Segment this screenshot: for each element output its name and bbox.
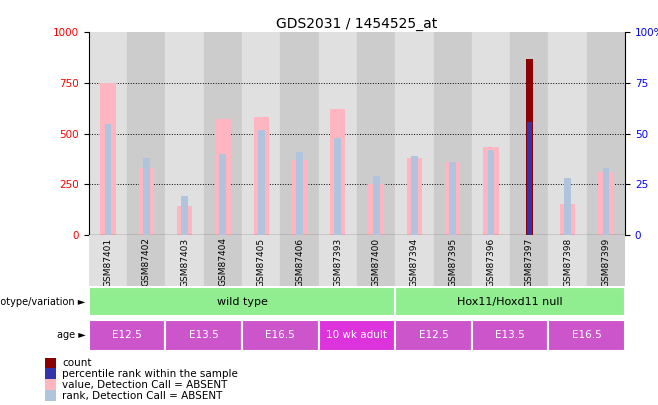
Bar — [100, 83, 116, 235]
Bar — [434, 32, 472, 235]
Bar — [45, 369, 56, 379]
Text: E12.5: E12.5 — [418, 330, 449, 340]
Text: GSM87393: GSM87393 — [334, 237, 342, 287]
Bar — [204, 32, 242, 235]
Bar — [242, 235, 280, 286]
Bar — [411, 156, 418, 235]
Bar — [560, 204, 575, 235]
Bar — [253, 117, 269, 235]
Bar — [526, 122, 532, 235]
Text: GSM87398: GSM87398 — [563, 237, 572, 287]
Bar — [395, 287, 625, 316]
Text: GSM87404: GSM87404 — [218, 237, 228, 286]
Bar — [395, 235, 434, 286]
Bar — [472, 235, 510, 286]
Bar — [139, 168, 154, 235]
Bar — [434, 235, 472, 286]
Bar — [143, 158, 150, 235]
Bar — [472, 320, 549, 351]
Text: GSM87401: GSM87401 — [103, 237, 113, 287]
Text: percentile rank within the sample: percentile rank within the sample — [63, 369, 238, 379]
Bar — [89, 32, 127, 235]
Bar — [526, 59, 533, 235]
Text: age ►: age ► — [57, 330, 86, 340]
Bar — [587, 235, 625, 286]
Bar — [510, 235, 549, 286]
Text: GSM87400: GSM87400 — [372, 237, 380, 287]
Text: wild type: wild type — [216, 297, 268, 307]
Bar — [484, 147, 499, 235]
Text: E13.5: E13.5 — [495, 330, 525, 340]
Text: GSM87405: GSM87405 — [257, 237, 266, 287]
Text: rank, Detection Call = ABSENT: rank, Detection Call = ABSENT — [63, 391, 223, 401]
Text: GSM87395: GSM87395 — [448, 237, 457, 287]
Bar — [215, 119, 230, 235]
Bar — [598, 172, 614, 235]
Bar — [407, 158, 422, 235]
Text: genotype/variation ►: genotype/variation ► — [0, 297, 86, 307]
Bar — [105, 124, 111, 235]
Bar — [220, 154, 226, 235]
Bar — [318, 235, 357, 286]
Text: GSM87403: GSM87403 — [180, 237, 189, 287]
Bar — [280, 32, 318, 235]
Text: E13.5: E13.5 — [189, 330, 218, 340]
Bar — [89, 287, 395, 316]
Bar — [165, 235, 204, 286]
Bar — [204, 235, 242, 286]
Text: count: count — [63, 358, 92, 368]
Bar — [488, 150, 494, 235]
Bar — [449, 162, 456, 235]
Bar — [334, 138, 342, 235]
Bar — [564, 178, 571, 235]
Bar — [165, 320, 242, 351]
Bar — [472, 32, 510, 235]
Bar — [45, 379, 56, 390]
Bar — [395, 320, 472, 351]
Bar — [603, 168, 609, 235]
Text: Hox11/Hoxd11 null: Hox11/Hoxd11 null — [457, 297, 563, 307]
Bar — [510, 32, 549, 235]
Bar — [549, 320, 625, 351]
Bar — [330, 109, 345, 235]
Bar — [181, 196, 188, 235]
Bar — [89, 320, 165, 351]
Text: value, Detection Call = ABSENT: value, Detection Call = ABSENT — [63, 379, 228, 390]
Bar — [258, 130, 265, 235]
Bar — [372, 176, 380, 235]
Bar — [368, 184, 384, 235]
Text: E16.5: E16.5 — [265, 330, 295, 340]
Bar — [318, 320, 395, 351]
Text: E12.5: E12.5 — [113, 330, 142, 340]
Text: GSM87406: GSM87406 — [295, 237, 304, 287]
Bar — [280, 235, 318, 286]
Text: GSM87396: GSM87396 — [486, 237, 495, 287]
Bar — [127, 32, 165, 235]
Bar — [45, 390, 56, 401]
Bar — [177, 206, 192, 235]
Text: GSM87394: GSM87394 — [410, 237, 419, 287]
Bar — [357, 235, 395, 286]
Bar — [445, 162, 461, 235]
Bar — [357, 32, 395, 235]
Bar — [587, 32, 625, 235]
Bar — [296, 152, 303, 235]
Bar — [45, 358, 56, 369]
Text: 10 wk adult: 10 wk adult — [326, 330, 388, 340]
Title: GDS2031 / 1454525_at: GDS2031 / 1454525_at — [276, 17, 438, 31]
Bar — [242, 32, 280, 235]
Bar — [89, 235, 127, 286]
Text: GSM87397: GSM87397 — [525, 237, 534, 287]
Bar — [318, 32, 357, 235]
Bar — [549, 32, 587, 235]
Bar — [165, 32, 204, 235]
Text: GSM87402: GSM87402 — [141, 237, 151, 286]
Bar — [395, 32, 434, 235]
Text: GSM87399: GSM87399 — [601, 237, 611, 287]
Bar — [549, 235, 587, 286]
Text: E16.5: E16.5 — [572, 330, 601, 340]
Bar — [127, 235, 165, 286]
Bar — [242, 320, 318, 351]
Bar — [292, 160, 307, 235]
